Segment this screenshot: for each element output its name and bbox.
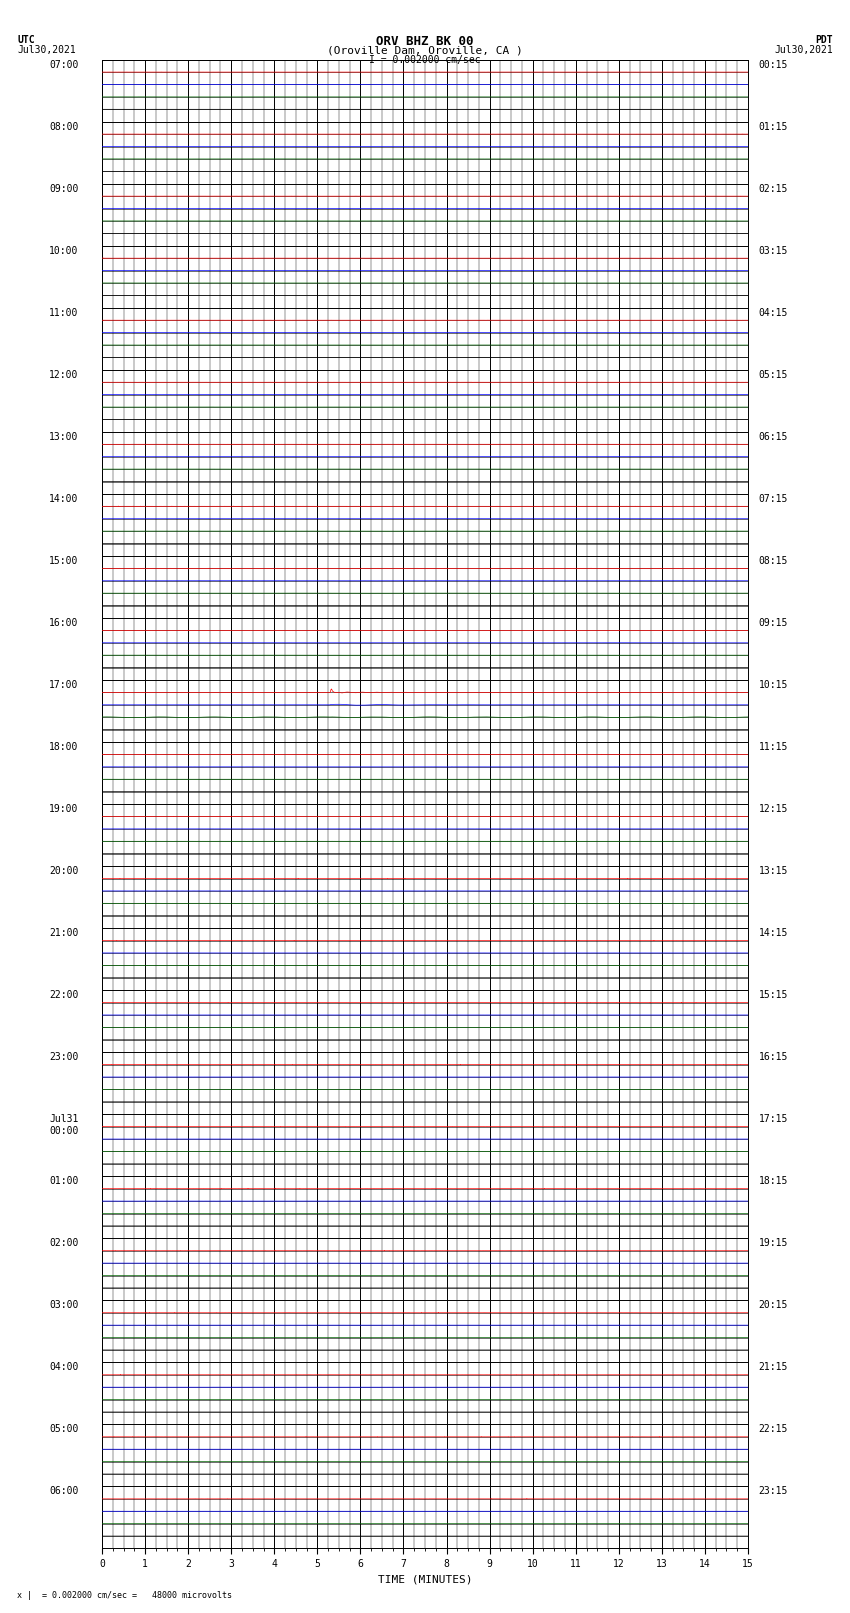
Text: 15:15: 15:15 [759, 990, 788, 1000]
Text: 07:00: 07:00 [49, 60, 78, 69]
Text: 13:00: 13:00 [49, 432, 78, 442]
Text: x |  = 0.002000 cm/sec =   48000 microvolts: x | = 0.002000 cm/sec = 48000 microvolts [17, 1590, 232, 1600]
Text: 05:00: 05:00 [49, 1424, 78, 1434]
Text: 17:00: 17:00 [49, 681, 78, 690]
Text: 09:00: 09:00 [49, 184, 78, 194]
Text: 14:15: 14:15 [759, 927, 788, 939]
Text: 08:15: 08:15 [759, 556, 788, 566]
Text: 21:15: 21:15 [759, 1363, 788, 1373]
Text: 11:00: 11:00 [49, 308, 78, 318]
X-axis label: TIME (MINUTES): TIME (MINUTES) [377, 1574, 473, 1584]
Text: 10:00: 10:00 [49, 245, 78, 256]
Text: Jul31
00:00: Jul31 00:00 [49, 1115, 78, 1136]
Text: 18:15: 18:15 [759, 1176, 788, 1186]
Text: 10:15: 10:15 [759, 681, 788, 690]
Text: 03:15: 03:15 [759, 245, 788, 256]
Text: Jul30,2021: Jul30,2021 [774, 45, 833, 55]
Text: 21:00: 21:00 [49, 927, 78, 939]
Text: 04:00: 04:00 [49, 1363, 78, 1373]
Text: 19:15: 19:15 [759, 1239, 788, 1248]
Text: 18:00: 18:00 [49, 742, 78, 752]
Text: 22:15: 22:15 [759, 1424, 788, 1434]
Text: 20:00: 20:00 [49, 866, 78, 876]
Text: 02:00: 02:00 [49, 1239, 78, 1248]
Text: PDT: PDT [815, 35, 833, 45]
Text: 15:00: 15:00 [49, 556, 78, 566]
Text: (Oroville Dam, Oroville, CA ): (Oroville Dam, Oroville, CA ) [327, 45, 523, 55]
Text: 13:15: 13:15 [759, 866, 788, 876]
Text: 07:15: 07:15 [759, 494, 788, 503]
Text: 16:15: 16:15 [759, 1052, 788, 1063]
Text: 04:15: 04:15 [759, 308, 788, 318]
Text: 14:00: 14:00 [49, 494, 78, 503]
Text: 12:00: 12:00 [49, 369, 78, 379]
Text: ORV BHZ BK 00: ORV BHZ BK 00 [377, 35, 473, 48]
Text: 20:15: 20:15 [759, 1300, 788, 1310]
Text: 17:15: 17:15 [759, 1115, 788, 1124]
Text: 12:15: 12:15 [759, 803, 788, 815]
Text: 01:00: 01:00 [49, 1176, 78, 1186]
Text: 05:15: 05:15 [759, 369, 788, 379]
Text: UTC: UTC [17, 35, 35, 45]
Text: I = 0.002000 cm/sec: I = 0.002000 cm/sec [369, 55, 481, 65]
Text: 23:15: 23:15 [759, 1487, 788, 1497]
Text: 08:00: 08:00 [49, 121, 78, 132]
Text: 06:15: 06:15 [759, 432, 788, 442]
Text: 09:15: 09:15 [759, 618, 788, 627]
Text: 22:00: 22:00 [49, 990, 78, 1000]
Text: 03:00: 03:00 [49, 1300, 78, 1310]
Text: 19:00: 19:00 [49, 803, 78, 815]
Text: 16:00: 16:00 [49, 618, 78, 627]
Text: 06:00: 06:00 [49, 1487, 78, 1497]
Text: 11:15: 11:15 [759, 742, 788, 752]
Text: 02:15: 02:15 [759, 184, 788, 194]
Text: 01:15: 01:15 [759, 121, 788, 132]
Text: Jul30,2021: Jul30,2021 [17, 45, 76, 55]
Text: 00:15: 00:15 [759, 60, 788, 69]
Text: 23:00: 23:00 [49, 1052, 78, 1063]
